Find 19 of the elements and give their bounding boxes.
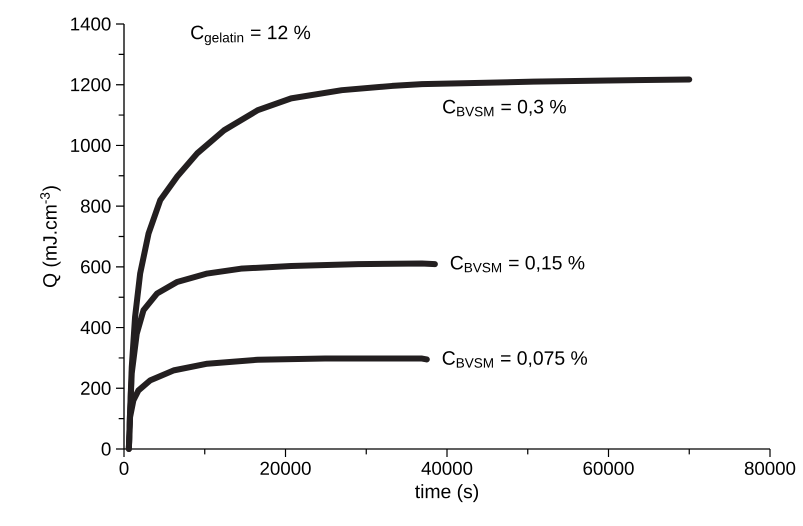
y-tick-label: 0	[102, 442, 111, 456]
x-tick-label: 20000	[260, 462, 311, 475]
y-tick-label: 1200	[71, 78, 111, 92]
y-tick-label: 200	[81, 382, 111, 395]
y-tick-label: 600	[81, 260, 111, 274]
x-tick-label: 60000	[583, 462, 634, 475]
y-tick-label: 1400	[71, 17, 111, 31]
series-label: C$_{BVSM}$ = 0,3 %	[443, 100, 566, 116]
series-label: C$_{BVSM}$ = 0,075 %	[442, 351, 588, 368]
x-tick-label: 0	[120, 462, 128, 475]
y-axis-title: Q (mJ.cm$^{-3}$)	[40, 186, 61, 288]
y-tick-label: 1000	[71, 138, 111, 152]
annotation: C$_{gelatin}$ = 12 %	[191, 26, 310, 46]
x-tick-label: 80000	[744, 462, 796, 475]
y-tick-label: 800	[80, 200, 111, 213]
y-tick-label: 400	[80, 320, 111, 334]
series-label: C$_{BVSM}$ = 0,15 %	[450, 256, 584, 272]
x-axis-title: time (s)	[415, 484, 478, 502]
x-tick-label: 40000	[421, 462, 472, 475]
